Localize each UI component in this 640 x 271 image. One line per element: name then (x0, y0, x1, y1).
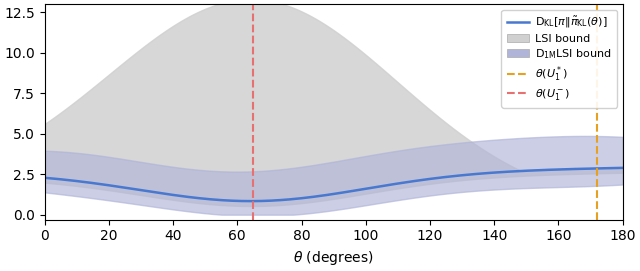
Legend: $\mathrm{D}_{\mathrm{KL}}[\pi \| \tilde{\pi}_{\mathrm{KL}}(\theta)]$, LSI bound,: $\mathrm{D}_{\mathrm{KL}}[\pi \| \tilde{… (501, 10, 617, 108)
X-axis label: $\theta$ (degrees): $\theta$ (degrees) (293, 249, 374, 267)
